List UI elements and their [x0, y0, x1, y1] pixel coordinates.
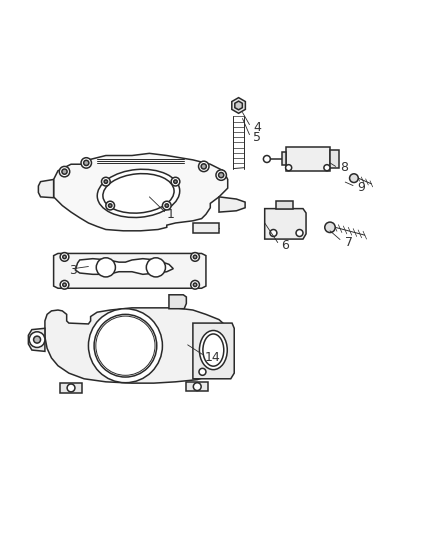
Circle shape	[96, 258, 116, 277]
Polygon shape	[330, 150, 339, 168]
Polygon shape	[53, 154, 228, 231]
Circle shape	[162, 201, 171, 210]
Circle shape	[296, 230, 303, 237]
Text: 6: 6	[281, 239, 289, 252]
Circle shape	[174, 180, 177, 183]
Polygon shape	[193, 223, 219, 232]
Polygon shape	[265, 208, 306, 239]
Ellipse shape	[199, 330, 227, 370]
Polygon shape	[53, 254, 206, 288]
Polygon shape	[193, 323, 234, 379]
Circle shape	[81, 158, 92, 168]
Circle shape	[191, 253, 199, 261]
Circle shape	[88, 309, 162, 383]
Circle shape	[219, 173, 224, 177]
Text: 4: 4	[253, 121, 261, 134]
Circle shape	[193, 383, 201, 391]
Circle shape	[146, 258, 166, 277]
Circle shape	[325, 222, 335, 232]
Circle shape	[270, 230, 277, 237]
Text: 9: 9	[357, 181, 365, 194]
Polygon shape	[235, 101, 242, 110]
Polygon shape	[28, 328, 45, 351]
Polygon shape	[39, 180, 53, 198]
Circle shape	[29, 332, 45, 348]
Text: 5: 5	[253, 131, 261, 144]
Circle shape	[201, 164, 206, 169]
Text: 8: 8	[340, 161, 348, 174]
Circle shape	[62, 169, 67, 174]
Circle shape	[102, 177, 110, 186]
Polygon shape	[45, 308, 232, 383]
Polygon shape	[186, 382, 208, 391]
Circle shape	[63, 255, 66, 259]
Circle shape	[171, 177, 180, 186]
Circle shape	[191, 280, 199, 289]
Circle shape	[63, 283, 66, 287]
Polygon shape	[219, 197, 245, 212]
Polygon shape	[169, 295, 186, 309]
Circle shape	[60, 253, 69, 261]
Text: 7: 7	[345, 236, 353, 249]
Circle shape	[198, 161, 209, 172]
Circle shape	[60, 280, 69, 289]
Polygon shape	[60, 383, 82, 393]
Circle shape	[109, 204, 112, 207]
Circle shape	[324, 165, 330, 171]
Ellipse shape	[97, 169, 180, 217]
Text: 14: 14	[205, 351, 221, 365]
Polygon shape	[276, 201, 293, 208]
Circle shape	[350, 174, 358, 182]
Circle shape	[34, 336, 41, 343]
Circle shape	[286, 165, 292, 171]
Circle shape	[263, 156, 270, 163]
Polygon shape	[282, 152, 286, 165]
Circle shape	[104, 180, 108, 183]
Circle shape	[59, 166, 70, 177]
Circle shape	[106, 201, 115, 210]
Polygon shape	[232, 98, 245, 114]
Circle shape	[84, 160, 89, 166]
Circle shape	[165, 204, 169, 207]
Polygon shape	[75, 259, 173, 274]
Circle shape	[193, 255, 197, 259]
Text: 1: 1	[167, 208, 175, 221]
Circle shape	[67, 384, 75, 392]
Polygon shape	[286, 147, 330, 171]
Circle shape	[216, 170, 226, 180]
Text: 3: 3	[69, 264, 77, 277]
Circle shape	[199, 368, 206, 375]
Circle shape	[193, 283, 197, 287]
